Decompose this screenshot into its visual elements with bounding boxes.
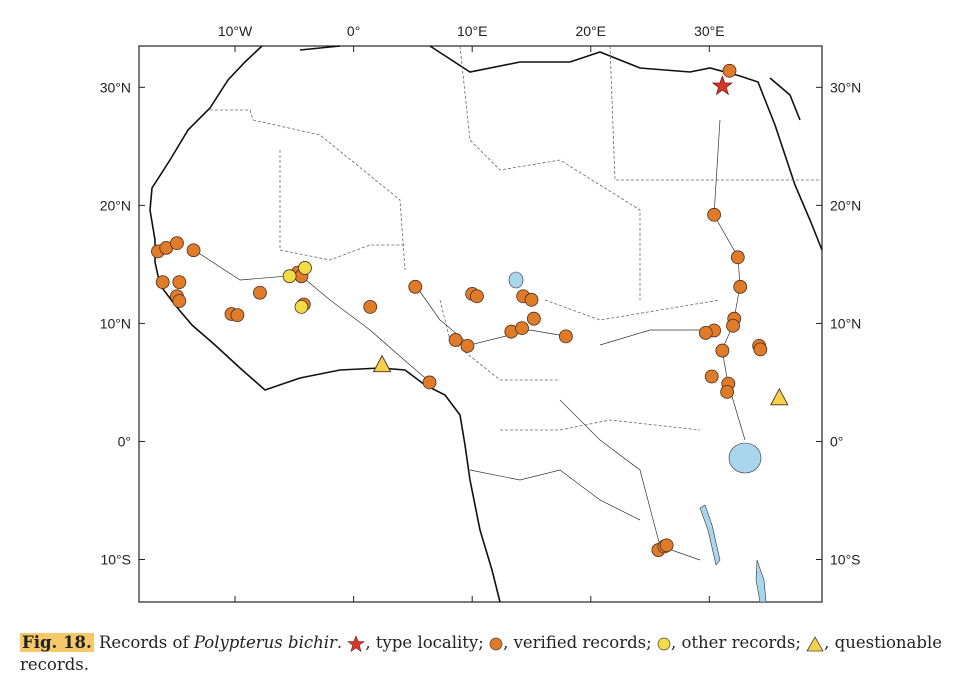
verified-record-marker — [460, 338, 475, 353]
triangle-icon — [806, 635, 824, 651]
verified-record-marker — [698, 325, 713, 340]
verified-record-marker — [722, 63, 737, 78]
lat-tick-label: 10°N — [100, 315, 131, 331]
verified-record-marker — [730, 250, 745, 265]
lat-tick-label: 20°N — [830, 197, 861, 213]
lake-malawi — [755, 559, 767, 603]
lat-tick-label: 10°S — [830, 552, 861, 568]
questionable-record-marker — [372, 354, 392, 373]
verified-record-marker — [558, 329, 573, 344]
verified-record-marker — [408, 279, 423, 294]
other-record-marker — [294, 299, 309, 314]
verified-record-marker — [253, 285, 267, 300]
verified-record-marker — [363, 299, 378, 314]
legend-verified: , verified records; — [503, 633, 657, 652]
verified-record-marker — [230, 308, 245, 323]
lakes — [508, 271, 767, 603]
verified-record-marker — [524, 292, 539, 307]
distribution-map: 10°W 0° 10°E 20°E 30°E 30°N 30°N 20°N 20°N 10°N 10… — [100, 23, 861, 603]
star-icon — [347, 634, 366, 652]
verified-record-marker — [715, 343, 730, 358]
species-name: Polypterus bichir — [193, 633, 337, 652]
verified-record-marker — [733, 279, 748, 294]
orange-circle-icon — [489, 637, 503, 650]
legend-type-locality: , type locality; — [365, 633, 490, 652]
lon-tick-label: 10°W — [218, 23, 253, 39]
lake-victoria — [728, 442, 762, 474]
verified-record-marker — [170, 236, 184, 251]
verified-record-marker — [172, 275, 187, 289]
caption-text: . — [336, 633, 348, 652]
lake-tanganyika — [699, 504, 721, 566]
map-frame — [138, 45, 823, 603]
verified-record-marker — [707, 207, 721, 222]
lon-tick-label: 10°E — [457, 23, 488, 39]
verified-record-marker — [704, 369, 719, 384]
lat-tick-label: 0° — [118, 433, 131, 449]
verified-record-marker — [726, 318, 740, 333]
lat-tick-label: 10°N — [830, 315, 861, 331]
lon-tick-label: 20°E — [576, 23, 607, 39]
verified-record-marker — [753, 342, 768, 357]
other-record-marker — [298, 261, 312, 275]
lon-tick-label: 0° — [347, 23, 360, 39]
lat-tick-label: 10°S — [100, 552, 131, 568]
other-record-marker — [282, 269, 297, 284]
verified-record-marker — [186, 243, 201, 258]
verified-record-marker — [155, 275, 170, 289]
verified-record-marker — [470, 289, 484, 304]
axis-ticks: 10°W 0° 10°E 20°E 30°E 30°N 30°N 20°N 20°N 10°N 10… — [100, 23, 861, 602]
legend-questionable: , questionable records. — [20, 633, 942, 674]
verified-record-marker — [526, 311, 541, 326]
questionable-record-marker — [770, 387, 789, 406]
coastline — [149, 45, 823, 603]
figure-caption: Fig. 18. Records of Polypterus bichir. ,… — [20, 632, 942, 676]
verified-record-marker — [172, 294, 187, 308]
verified-record-marker — [720, 384, 735, 399]
type-locality-marker — [711, 74, 734, 96]
lat-tick-label: 30°N — [830, 79, 861, 95]
lat-tick-label: 20°N — [100, 197, 131, 213]
lon-tick-label: 30°E — [694, 23, 725, 39]
verified-record-marker — [515, 321, 529, 336]
figure-label: Fig. 18. — [20, 633, 94, 652]
legend-other: , other records; — [670, 633, 807, 652]
lat-tick-label: 30°N — [100, 79, 131, 95]
lake-chad — [508, 271, 524, 289]
verified-record-marker — [448, 333, 463, 347]
record-markers — [151, 63, 789, 557]
verified-record-marker — [422, 375, 437, 390]
caption-text: Records of — [93, 633, 194, 652]
yellow-circle-icon — [657, 637, 671, 650]
verified-record-marker — [659, 538, 674, 553]
lat-tick-label: 0° — [830, 433, 843, 449]
